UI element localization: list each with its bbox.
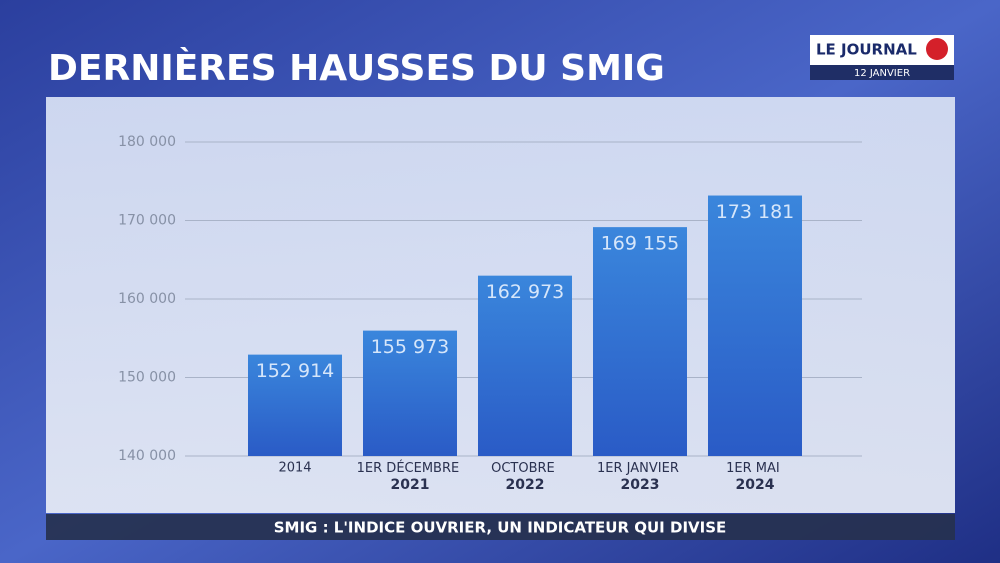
x-tick-label: 2014 <box>278 461 311 476</box>
value-label: 162 973 <box>486 281 565 303</box>
y-tick-label: 170 000 <box>118 213 176 229</box>
bar <box>708 195 802 456</box>
value-label: 152 914 <box>256 360 335 382</box>
logo-date: 12 JANVIER <box>854 68 910 79</box>
x-tick-label: OCTOBRE 2022 <box>491 461 559 494</box>
x-tick-label: 1ER DÉCEMBRE 2021 <box>357 460 464 494</box>
value-label: 169 155 <box>601 233 680 255</box>
x-tick-label: 1ER MAI 2024 <box>726 461 784 494</box>
ticker: SMIG : L'INDICE OUVRIER, UN INDICATEUR Q… <box>274 519 727 537</box>
y-tick-label: 160 000 <box>118 291 176 307</box>
x-tick-label: 1ER JANVIER 2023 <box>597 461 683 494</box>
chart-title: DERNIÈRES HAUSSES DU SMIG <box>48 47 665 89</box>
y-tick-label: 150 000 <box>118 370 176 386</box>
bar <box>248 354 342 456</box>
value-label: 173 181 <box>716 201 795 223</box>
y-tick-label: 180 000 <box>118 134 176 150</box>
bar <box>363 330 457 456</box>
y-tick-label: 140 000 <box>118 448 176 464</box>
bar <box>478 275 572 456</box>
value-label: 155 973 <box>371 336 450 358</box>
logo-icon <box>926 38 948 60</box>
bar <box>593 227 687 456</box>
ticker-bar <box>46 514 955 540</box>
date-box <box>810 65 954 80</box>
logo-name: LE JOURNAL <box>816 41 917 59</box>
